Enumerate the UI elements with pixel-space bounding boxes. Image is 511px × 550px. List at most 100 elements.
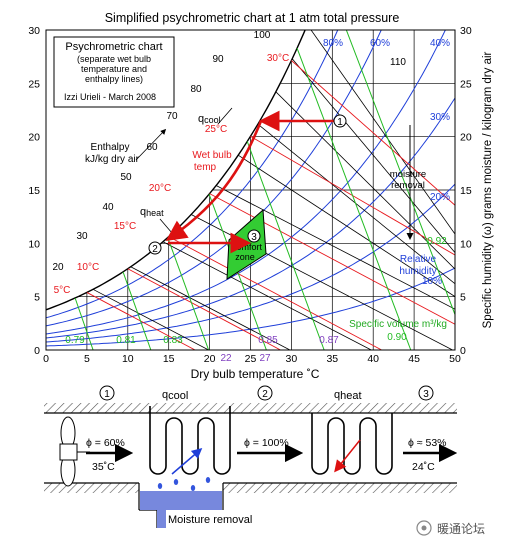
sv-value-label: 0.92 — [427, 236, 447, 247]
state-2-marker: 2 — [148, 241, 162, 255]
wetbulb-value-label: 25°C — [205, 124, 227, 135]
enthalpy-value-label: 60 — [146, 142, 158, 153]
state-2-flow: 2 ϕ = 100% — [237, 385, 304, 463]
chart-title: Simplified psychrometric chart at 1 atm … — [105, 11, 400, 25]
watermark-text: 暖通论坛 — [437, 522, 485, 536]
rh-value-label: 60% — [370, 38, 390, 49]
rh-value-label: 40% — [430, 38, 450, 49]
svg-text:ϕ = 60%: ϕ = 60% — [86, 437, 125, 449]
svg-text:1: 1 — [337, 117, 343, 128]
rh-value-label: 80% — [323, 38, 343, 49]
x-axis-label: Dry bulb temperature ˚C — [191, 367, 320, 381]
y-tick-label-right: 30 — [460, 25, 472, 37]
wetbulb-value-label: 5°C — [54, 285, 71, 296]
svg-text:3: 3 — [423, 389, 429, 400]
svg-text:qcool: qcool — [198, 113, 221, 125]
sv-value-label: 0.83 — [163, 335, 183, 346]
state-1-marker: 1 — [333, 114, 347, 128]
enthalpy-value-label: 30 — [76, 231, 88, 242]
qcool-chart-label: qcool — [198, 107, 233, 125]
info-line-1: (separate wet bulb — [77, 54, 151, 64]
y-tick-label-left: 25 — [28, 78, 40, 90]
state-1-flow: 1 ϕ = 60% 35˚C — [86, 385, 134, 473]
x-tick-label: 40 — [367, 353, 379, 365]
x-tick-label: 30 — [286, 353, 298, 365]
enthalpy-line — [310, 30, 455, 235]
x-tick-label: 15 — [163, 353, 175, 365]
y-tick-label-right: 20 — [460, 132, 472, 144]
qheat-label: qheat — [334, 389, 362, 402]
enthalpy-value-label: 110 — [390, 57, 406, 68]
rh-curve — [46, 30, 306, 311]
enthalpy-line — [92, 288, 209, 350]
svg-text:2: 2 — [152, 244, 158, 255]
heating-coil — [311, 413, 393, 475]
enthalpy-line — [257, 123, 455, 285]
rh-label-2: humidity — [399, 266, 436, 277]
fan-icon — [59, 416, 90, 487]
x-tick-label: 35 — [326, 353, 338, 365]
info-box: Psychrometric chart (separate wet bulb t… — [53, 36, 175, 108]
sv-value-label: 0.79 — [65, 335, 85, 346]
rh-label-1: Relative — [400, 254, 437, 265]
svg-text:24˚C: 24˚C — [412, 461, 435, 473]
x-tick-label: 50 — [449, 353, 461, 365]
wetbulb-line — [291, 60, 455, 206]
svg-text:2: 2 — [262, 389, 268, 400]
svg-text:ϕ = 100%: ϕ = 100% — [244, 437, 289, 449]
sv-value-label: 0.81 — [116, 335, 136, 346]
heat-flow-arrow — [334, 439, 361, 473]
svg-text:1: 1 — [104, 389, 110, 400]
sv-value-label: 0.85 — [258, 335, 278, 346]
rh-curve — [46, 30, 446, 335]
y-tick-label-left: 5 — [34, 292, 40, 304]
sv-value-label: 0.87 — [319, 335, 339, 346]
cool-flow-arrow — [171, 448, 203, 475]
svg-text:3: 3 — [251, 232, 257, 243]
wetbulb-line — [250, 135, 455, 256]
rh-value-label: 10% — [422, 276, 442, 287]
info-line-2: temperature and — [81, 64, 147, 74]
info-line-3: enthalpy lines) — [85, 74, 143, 84]
enthalpy-line — [130, 266, 291, 350]
y-tick-label-left: 20 — [28, 132, 40, 144]
enthalpy-label-2: kJ/kg dry air — [85, 154, 140, 165]
svg-text:ϕ ≈ 53%: ϕ ≈ 53% — [408, 437, 447, 449]
y-tick-label-right: 5 — [460, 292, 466, 304]
state-3-flow: 3 ϕ ≈ 53% 24˚C — [403, 385, 458, 473]
y-axis-label: Specific humidity (ω) grams moisture / k… — [482, 51, 494, 328]
svg-text:35˚C: 35˚C — [92, 461, 115, 473]
enthalpy-line — [275, 91, 455, 270]
rh-value-label: 20% — [430, 192, 450, 203]
duct-walls — [44, 403, 457, 528]
specific-volume-line — [246, 141, 325, 350]
sv-label: Specific volume m³/kg — [349, 319, 447, 330]
wetbulb-label-2: temp — [194, 162, 217, 173]
axis-mark-22: 22 — [220, 353, 232, 364]
info-title: Psychrometric chart — [65, 41, 162, 53]
wetbulb-label-1: Wet bulb — [192, 150, 232, 161]
x-tick-label: 45 — [408, 353, 420, 365]
moisture-label-2: removal — [391, 180, 425, 191]
y-tick-label-right: 15 — [460, 185, 472, 197]
rh-value-label: 30% — [430, 112, 450, 123]
enthalpy-line — [291, 58, 455, 254]
x-tick-label: 0 — [43, 353, 49, 365]
y-tick-label-right: 0 — [460, 345, 466, 357]
y-tick-label-left: 10 — [28, 238, 40, 250]
specific-volume-line — [122, 271, 152, 350]
wetbulb-value-label: 10°C — [77, 262, 99, 273]
qcool-label: qcool — [162, 389, 188, 402]
drain — [157, 508, 166, 528]
enthalpy-value-label: 20 — [52, 262, 64, 273]
x-tick-label: 25 — [245, 353, 257, 365]
moisture-label-1: moisture — [390, 169, 426, 180]
rh-curve — [46, 183, 455, 343]
enthalpy-value-label: 100 — [254, 30, 271, 41]
enthalpy-label-1: Enthalpy — [91, 142, 130, 153]
rh-curve — [46, 30, 339, 319]
enthalpy-line — [215, 185, 455, 310]
specific-volume-line — [296, 48, 412, 350]
x-tick-label: 10 — [122, 353, 134, 365]
